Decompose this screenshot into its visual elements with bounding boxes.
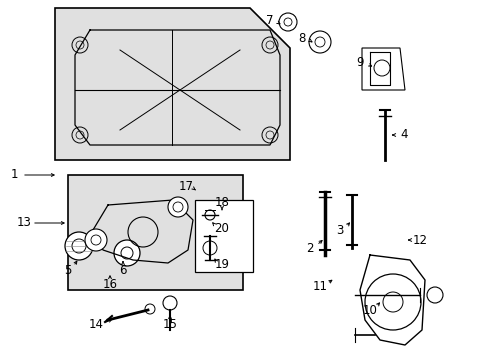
Circle shape: [308, 31, 330, 53]
Circle shape: [65, 232, 93, 260]
Text: 3: 3: [336, 224, 343, 237]
Text: 4: 4: [400, 129, 407, 141]
Text: 15: 15: [162, 319, 177, 332]
Text: 14: 14: [88, 319, 103, 332]
FancyBboxPatch shape: [68, 175, 243, 290]
Text: 2: 2: [305, 242, 313, 255]
Polygon shape: [55, 8, 289, 160]
Circle shape: [279, 13, 296, 31]
Text: 13: 13: [17, 216, 31, 230]
Text: 16: 16: [102, 279, 117, 292]
Text: 20: 20: [214, 221, 229, 234]
Text: 10: 10: [362, 303, 377, 316]
Circle shape: [85, 229, 107, 251]
Text: 12: 12: [412, 234, 427, 247]
Text: 11: 11: [312, 279, 327, 292]
Text: 9: 9: [356, 55, 363, 68]
Text: 6: 6: [119, 264, 126, 276]
Circle shape: [168, 197, 187, 217]
Text: 1: 1: [10, 168, 18, 181]
Text: 8: 8: [298, 31, 305, 45]
Text: 7: 7: [265, 13, 273, 27]
FancyBboxPatch shape: [195, 200, 252, 272]
Text: 18: 18: [214, 195, 229, 208]
Text: 5: 5: [64, 264, 72, 276]
Text: 19: 19: [214, 258, 229, 271]
Text: 17: 17: [178, 180, 193, 193]
Circle shape: [114, 240, 140, 266]
